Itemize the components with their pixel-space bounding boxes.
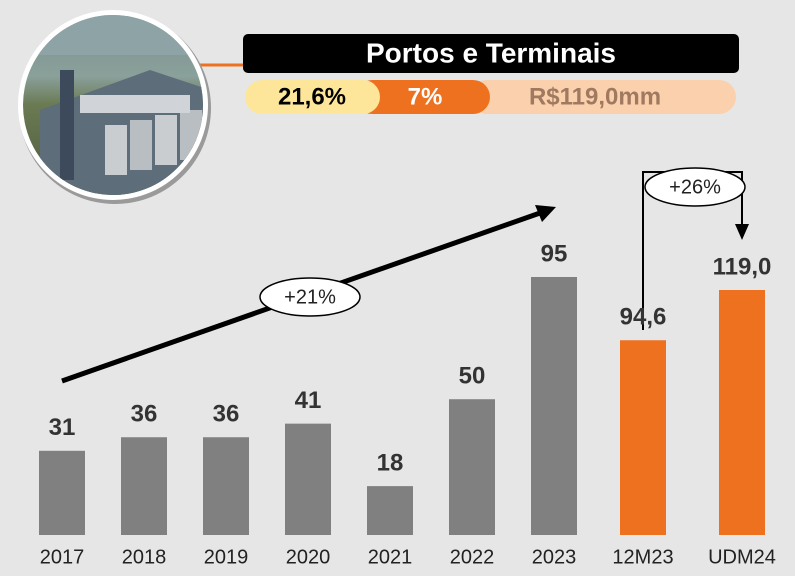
- value-label: 119,0: [713, 253, 772, 280]
- value-label: 36: [213, 401, 240, 428]
- bar: [285, 423, 331, 535]
- bar: [121, 437, 167, 535]
- annotation: +21%: [284, 286, 336, 308]
- bar: [367, 486, 413, 535]
- x-tick-label: 2017: [40, 546, 85, 568]
- value-label: 50: [459, 363, 486, 390]
- x-tick-label: 2019: [204, 546, 249, 568]
- annotation: +26%: [669, 176, 721, 198]
- bar: [719, 290, 765, 535]
- x-tick-label: 12M23: [612, 546, 673, 568]
- value-label: 31: [49, 414, 76, 441]
- bar: [203, 437, 249, 535]
- header-item: 7%: [408, 83, 443, 110]
- x-tick-label: 2020: [286, 546, 331, 568]
- x-tick-label: 2023: [532, 546, 577, 568]
- value-label: 18: [377, 449, 404, 476]
- value-label: 36: [131, 401, 158, 428]
- annotation-bubble: [259, 277, 361, 317]
- header-bar: [243, 34, 739, 73]
- header-title: Portos e Terminais: [366, 37, 616, 68]
- value-label: 41: [295, 387, 322, 414]
- header-item: 21,6%: [278, 83, 346, 110]
- pill: [470, 80, 736, 114]
- pill: [355, 80, 490, 114]
- x-tick-label: UDM24: [708, 546, 776, 568]
- bar: [531, 277, 577, 535]
- value-label: 94,6: [620, 304, 667, 331]
- bar: [39, 450, 85, 535]
- header-item: R$119,0mm: [529, 83, 661, 110]
- bar: [620, 340, 666, 535]
- x-tick-label: 2018: [122, 546, 167, 568]
- annotation-bubble: [644, 167, 746, 207]
- x-tick-label: 2021: [368, 546, 413, 568]
- value-label: 95: [541, 240, 568, 267]
- x-tick-label: 2022: [450, 546, 495, 568]
- pill: [245, 80, 380, 114]
- bar: [449, 399, 495, 535]
